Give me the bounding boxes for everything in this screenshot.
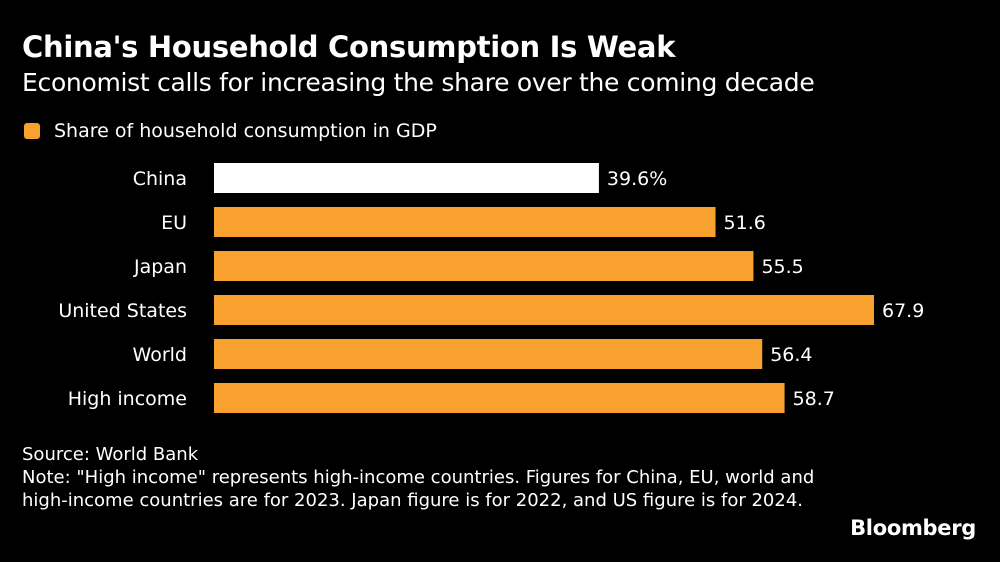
bar-eu bbox=[214, 207, 716, 237]
legend-swatch bbox=[24, 123, 40, 139]
data-label: 58.7 bbox=[793, 388, 835, 410]
category-label: World bbox=[133, 344, 187, 366]
note: Note: "High income" represents high-inco… bbox=[22, 467, 815, 511]
source: Source: World Bank bbox=[22, 444, 199, 465]
bloomberg-logo: Bloomberg bbox=[850, 516, 976, 540]
category-label: China bbox=[133, 168, 187, 190]
category-label: United States bbox=[58, 300, 187, 322]
bar-world bbox=[214, 339, 763, 369]
legend: Share of household consumption in GDP bbox=[24, 120, 437, 142]
data-label: 51.6 bbox=[724, 212, 766, 234]
chart-subtitle: Economist calls for increasing the share… bbox=[22, 68, 815, 97]
data-label: 39.6% bbox=[607, 168, 667, 190]
category-label: EU bbox=[161, 212, 187, 234]
category-label: High income bbox=[68, 388, 187, 410]
category-label: Japan bbox=[133, 256, 187, 278]
legend-label: Share of household consumption in GDP bbox=[54, 120, 437, 142]
bar-chart: China 39.6% EU 51.6 Japan 55.5 United States 67… bbox=[58, 163, 924, 413]
chart-title: China's Household Consumption Is Weak bbox=[22, 30, 676, 64]
data-label: 56.4 bbox=[770, 344, 812, 366]
bar-japan bbox=[214, 251, 754, 281]
bar-high-income bbox=[214, 383, 785, 413]
data-label: 67.9 bbox=[882, 300, 924, 322]
bar-china bbox=[214, 163, 599, 193]
data-label: 55.5 bbox=[761, 256, 803, 278]
bar-united-states bbox=[214, 295, 874, 325]
